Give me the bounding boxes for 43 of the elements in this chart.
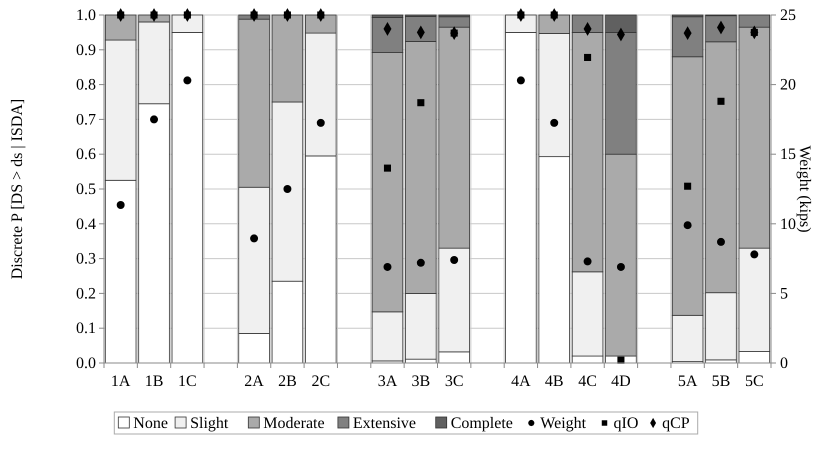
- legend-label: Slight: [190, 415, 229, 432]
- x-tick-label: 1C: [178, 373, 197, 390]
- x-tick-label: 4D: [611, 373, 631, 390]
- x-tick-label: 1A: [110, 373, 131, 390]
- y-tick-label: 0.8: [76, 76, 96, 94]
- y2-tick-label: 15: [780, 146, 796, 164]
- y2-tick-label: 25: [780, 7, 796, 24]
- y2-tick-label: 0: [780, 355, 788, 372]
- legend-label: qIO: [614, 415, 638, 432]
- x-tick-label: 3C: [444, 373, 464, 390]
- y-tick-label: 0.2: [76, 285, 96, 302]
- y-axis-title: Discrete P [DS > ds | ISDA]: [9, 98, 26, 280]
- legend-label: None: [133, 415, 168, 432]
- x-tick-label: 1B: [144, 373, 164, 390]
- y-tick-label: 0.6: [76, 146, 96, 164]
- x-tick-label: 5B: [712, 373, 730, 390]
- x-tick-label: 4A: [511, 373, 532, 390]
- x-tick-label: 2B: [278, 373, 297, 390]
- legend-label: Weight: [540, 415, 587, 432]
- x-tick-label: 3B: [411, 373, 430, 390]
- x-tick-label: 4C: [578, 373, 597, 390]
- y-tick-label: 0.7: [76, 111, 96, 128]
- x-tick-label: 3A: [378, 373, 398, 390]
- legend-label: Moderate: [263, 415, 325, 432]
- y2-tick-label: 5: [780, 285, 788, 302]
- legend-label: Complete: [450, 415, 513, 432]
- x-tick-label: 5C: [744, 373, 764, 390]
- x-tick-label: 5A: [678, 373, 698, 390]
- y2-tick-label: 20: [780, 76, 796, 94]
- y-tick-label: 0.3: [76, 250, 96, 268]
- legend-label: Extensive: [352, 415, 416, 432]
- y-tick-label: 0.4: [76, 216, 96, 233]
- x-tick-label: 4B: [544, 373, 564, 390]
- x-tick-label: 2C: [311, 373, 330, 390]
- x-tick-label: 2A: [244, 373, 264, 390]
- y2-tick-label: 10: [780, 216, 796, 233]
- y-tick-label: 0.5: [76, 181, 96, 198]
- y-tick-label: 0.0: [76, 355, 96, 372]
- y-tick-label: 0.9: [76, 42, 96, 59]
- y-tick-label: 0.1: [76, 320, 96, 338]
- y-tick-label: 1.0: [76, 7, 96, 24]
- y2-axis-title: Weight (kips): [796, 145, 813, 233]
- legend-label: qCP: [662, 415, 690, 432]
